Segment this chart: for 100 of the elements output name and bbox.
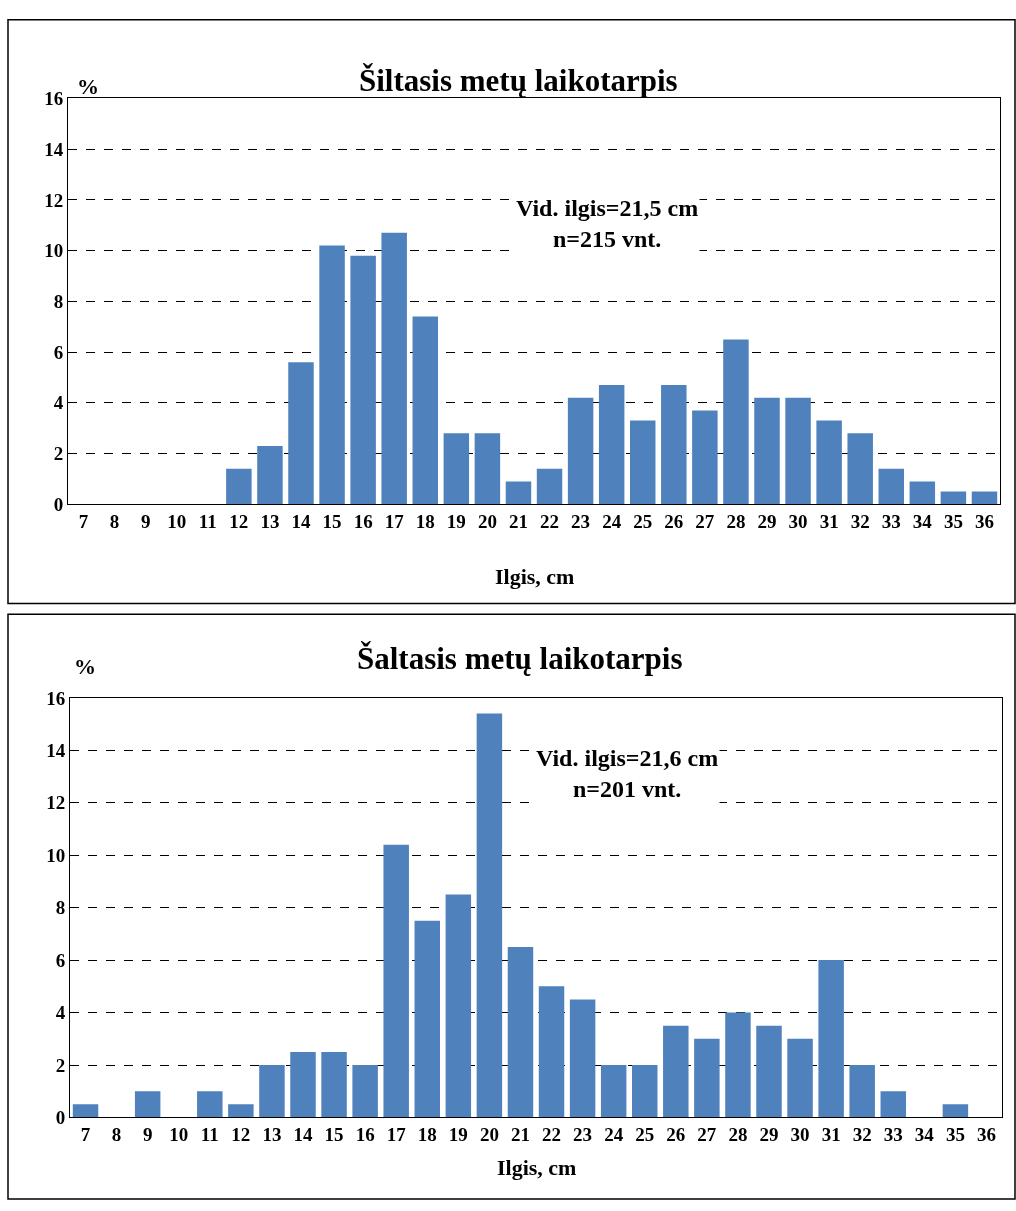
bar: [443, 433, 470, 505]
bar: [663, 1025, 689, 1118]
bar: [507, 946, 534, 1118]
x-tick-label: 16: [355, 1124, 375, 1146]
bar: [259, 1065, 285, 1118]
y-tick-label: 4: [53, 392, 64, 414]
x-tick-label: 29: [759, 1124, 779, 1146]
bar: [567, 397, 594, 505]
bar: [971, 491, 998, 505]
bar: [569, 999, 596, 1118]
x-tick-label: 23: [573, 1124, 593, 1146]
x-tick-label: 7: [78, 511, 89, 533]
bar: [536, 468, 563, 505]
bar: [445, 894, 472, 1118]
x-tick-label: 22: [540, 511, 560, 533]
y-tick-label: 14: [46, 739, 66, 761]
annotation: Vid. ilgis=21,6 cm n=201 vnt.: [536, 745, 719, 803]
x-tick-label: 26: [666, 1124, 686, 1146]
y-tick-label: 2: [53, 443, 64, 465]
bar: [942, 1104, 969, 1118]
bar: [909, 481, 936, 505]
y-tick-label: 2: [55, 1054, 66, 1076]
bar: [474, 433, 501, 505]
bar: [785, 397, 811, 505]
x-tick-label: 7: [80, 1124, 91, 1146]
bar: [134, 1091, 161, 1118]
x-tick-label: 11: [200, 1124, 219, 1146]
x-tick-label: 19: [448, 1124, 468, 1146]
x-tick-label: 34: [912, 511, 933, 533]
x-tick-label: 12: [229, 511, 249, 533]
x-tick-label: 32: [852, 1124, 872, 1146]
x-tick-label: 20: [477, 511, 497, 533]
y-tick-label: 4: [55, 1002, 66, 1024]
x-tick-label: 31: [819, 511, 839, 533]
x-tick-label: 8: [111, 1124, 122, 1146]
x-tick-label: 32: [850, 511, 870, 533]
y-tick-label: 0: [55, 1107, 66, 1129]
y-tick-label: 16: [46, 687, 66, 709]
x-tick-label: 9: [142, 1124, 153, 1146]
bar: [940, 491, 967, 505]
y-tick-label: 16: [44, 88, 64, 110]
y-tick-label: 10: [44, 240, 64, 262]
x-tick-label: 25: [633, 511, 653, 533]
bar: [632, 1065, 658, 1118]
x-tick-label: 10: [167, 511, 187, 533]
bar: [692, 410, 718, 505]
x-tick-label: 19: [446, 511, 466, 533]
x-tick-label: 30: [790, 1124, 810, 1146]
x-tick-label: 15: [324, 1124, 344, 1146]
bar: [228, 1104, 254, 1118]
bar: [381, 232, 407, 505]
bar: [288, 362, 314, 505]
x-tick-label: 14: [291, 511, 311, 533]
bar: [694, 1038, 720, 1118]
bar: [72, 1104, 99, 1118]
bar: [630, 420, 656, 505]
x-tick-label: 14: [293, 1124, 313, 1146]
x-tick-label: 20: [479, 1124, 499, 1146]
bar: [661, 385, 687, 505]
x-tick-label: 27: [697, 1124, 717, 1146]
y-tick-label: 0: [53, 493, 64, 515]
bar: [412, 316, 438, 505]
x-tick-label: 33: [881, 511, 901, 533]
x-tick-label: 34: [914, 1124, 935, 1146]
bar: [880, 1091, 906, 1118]
bar: [849, 1065, 875, 1118]
bar: [878, 468, 904, 505]
x-tick-label: 23: [571, 511, 591, 533]
bar: [818, 960, 844, 1118]
bar: [414, 920, 440, 1118]
y-tick-label: 6: [55, 949, 66, 971]
x-tick-label: 35: [943, 511, 963, 533]
x-tick-label: 27: [695, 511, 715, 533]
x-tick-label: 17: [384, 511, 405, 533]
bar: [321, 1051, 347, 1118]
annotation: Vid. ilgis=21,5 cm n=215 vnt.: [516, 195, 699, 253]
bar: [538, 986, 565, 1118]
y-tick-label: 8: [53, 291, 64, 313]
x-tick-label: 26: [664, 511, 684, 533]
bar: [754, 397, 780, 505]
bar: [600, 1065, 627, 1118]
x-tick-label: 30: [788, 511, 808, 533]
y-axis-title: %: [77, 74, 99, 99]
x-tick-label: 28: [728, 1124, 748, 1146]
y-tick-label: 14: [44, 138, 64, 160]
x-tick-label: 12: [231, 1124, 251, 1146]
bar: [290, 1051, 316, 1118]
bar: [505, 481, 532, 505]
bar: [725, 1012, 751, 1118]
chart-title: Šiltasis metų laikotarpis: [359, 63, 678, 98]
bar: [787, 1038, 813, 1118]
x-tick-label: 15: [322, 511, 342, 533]
x-tick-label: 8: [109, 511, 120, 533]
x-tick-label: 17: [386, 1124, 407, 1146]
y-tick-label: 12: [44, 189, 64, 211]
bar: [352, 1065, 378, 1118]
x-tick-label: 33: [883, 1124, 903, 1146]
bar: [197, 1091, 223, 1118]
x-tick-label: 24: [602, 511, 622, 533]
bar: [257, 445, 283, 505]
